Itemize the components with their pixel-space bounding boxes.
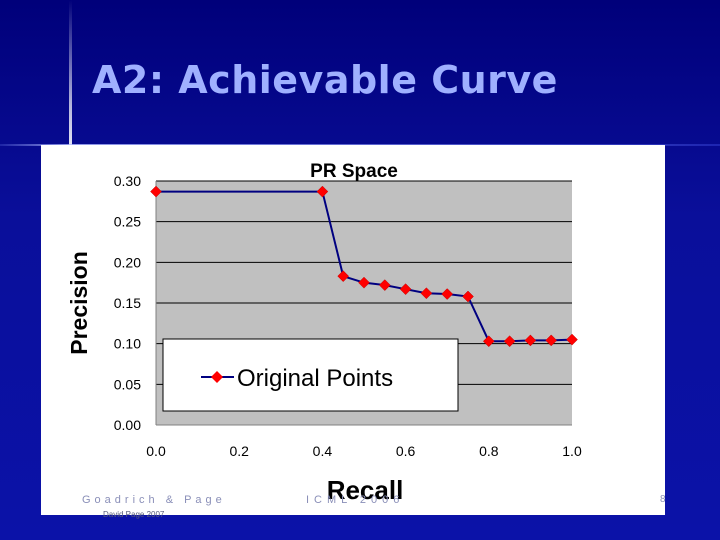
data-point <box>462 290 474 303</box>
y-tick-label: 0.15 <box>114 295 141 311</box>
y-tick-labels: 0.00 0.05 0.10 0.15 0.20 0.25 0.30 <box>114 173 141 433</box>
x-tick-label: 0.0 <box>146 443 166 459</box>
pr-space-chart: 0.000.050.100.150.200.250.30 0.0 0.2 0.4 0.… <box>66 161 582 505</box>
footer-venue: ICML 2006 <box>306 494 405 506</box>
chart-panel: 0.00 0.05 0.10 0.15 0.20 0.25 0.30 0.0 0.2 0.4 0.… <box>41 145 665 515</box>
data-point <box>524 334 537 347</box>
data-point <box>150 185 162 198</box>
data-point <box>316 185 329 198</box>
data-point <box>566 333 578 346</box>
data-point <box>482 335 495 348</box>
x-tick-label: 0.6 <box>396 443 416 459</box>
data-point <box>545 334 558 347</box>
data-point <box>337 270 350 283</box>
data-point <box>420 287 433 300</box>
x-tick-label: 0.2 <box>229 443 249 459</box>
data-point <box>358 276 370 289</box>
chart-title: PR Space <box>310 161 398 182</box>
legend: Original Points <box>162 338 459 412</box>
series-layer <box>150 185 578 348</box>
x-tick-label: 1.0 <box>562 443 582 459</box>
y-tick-label: 0.10 <box>114 336 141 352</box>
x-tick-label: 0.4 <box>313 443 333 459</box>
y-axis-label: Precision <box>66 251 92 355</box>
x-tick-labels: 0.0 0.2 0.4 0.6 0.8 1.0 <box>146 443 582 459</box>
slide-accent-vertical <box>69 0 72 150</box>
x-axis-label: Recall <box>327 475 404 505</box>
footer-credit: David Page 2007 <box>103 510 165 519</box>
y-tick-label: 0.25 <box>114 214 141 230</box>
page-number: 8 <box>660 494 666 505</box>
footer-authors: Goadrich & Page <box>82 494 226 506</box>
y-tick-label: 0.30 <box>114 173 141 189</box>
y-tick-label: 0.20 <box>114 254 141 270</box>
data-point <box>441 288 454 300</box>
data-point <box>378 279 391 291</box>
legend-label: Original Points <box>237 365 393 392</box>
legend-marker <box>211 371 223 383</box>
y-tick-label: 0.05 <box>114 376 141 392</box>
data-point <box>399 283 412 296</box>
slide-title: A2: Achievable Curve <box>92 58 558 102</box>
legend-box <box>162 338 459 412</box>
y-tick-label: 0.00 <box>114 417 141 433</box>
x-tick-label: 0.8 <box>479 443 499 459</box>
data-point <box>503 335 516 348</box>
